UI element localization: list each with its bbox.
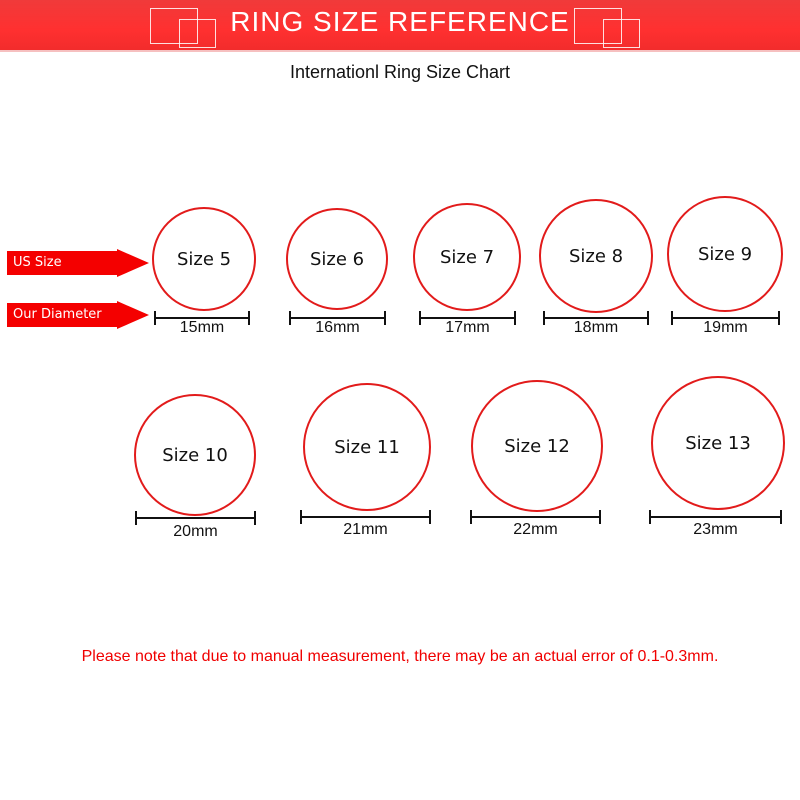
chart-subtitle: Internationl Ring Size Chart xyxy=(289,62,511,82)
diameter-bar xyxy=(543,311,649,325)
diameter-bar xyxy=(649,510,782,524)
ring-size-label: Size 12 xyxy=(504,435,570,457)
diameter-bar xyxy=(135,511,256,525)
ring-circle: Size 12 xyxy=(471,380,603,512)
ring-circle: Size 9 xyxy=(667,196,783,312)
diameter-label: 19mm xyxy=(703,319,748,336)
diameter-bar xyxy=(671,311,780,325)
ring-size-label: Size 9 xyxy=(697,243,753,265)
ring-size-label: Size 10 xyxy=(162,444,228,466)
arrow-head-icon xyxy=(117,301,149,329)
ring-circle: Size 8 xyxy=(539,199,653,313)
square-decoration xyxy=(574,8,622,44)
arrow-head-icon xyxy=(117,249,149,277)
ring-circle: Size 7 xyxy=(413,203,521,311)
square-decoration xyxy=(179,19,216,48)
ring-size-label: Size 8 xyxy=(568,245,624,267)
ring-size-label: Size 6 xyxy=(309,248,365,270)
banner-title: RING SIZE REFERENCE xyxy=(230,6,570,37)
square-decoration xyxy=(150,8,198,44)
diameter-bar xyxy=(470,510,601,524)
us-size-arrow: US Size xyxy=(7,249,149,277)
ring-circle: Size 5 xyxy=(152,207,256,311)
diameter-bar xyxy=(154,311,250,325)
ring-size-label: Size 11 xyxy=(334,436,400,458)
diameter-label: 23mm xyxy=(693,521,738,538)
diameter-label: 15mm xyxy=(179,319,225,336)
ring-circle: Size 6 xyxy=(286,208,388,310)
our-diameter-label: Our Diameter xyxy=(7,303,119,327)
header-banner: RING SIZE REFERENCE xyxy=(0,0,800,52)
diameter-bar xyxy=(289,311,386,325)
diameter-label: 20mm xyxy=(173,523,218,540)
measurement-note: Please note that due to manual measureme… xyxy=(81,648,719,665)
diameter-label: 17mm xyxy=(445,319,490,336)
diameter-label: 22mm xyxy=(513,521,558,538)
ring-size-label: Size 13 xyxy=(685,432,751,454)
ring-circle: Size 13 xyxy=(651,376,785,510)
diameter-label: 16mm xyxy=(315,319,360,336)
ring-size-label: Size 5 xyxy=(176,248,232,270)
diameter-bar xyxy=(419,311,516,325)
diameter-label: 21mm xyxy=(343,521,388,538)
ring-circle: Size 11 xyxy=(303,383,431,511)
diameter-bar xyxy=(300,510,431,524)
diameter-label: 18mm xyxy=(573,319,619,336)
square-decoration xyxy=(603,19,640,48)
ring-size-label: Size 7 xyxy=(439,246,495,268)
us-size-label: US Size xyxy=(7,251,119,275)
ring-circle: Size 10 xyxy=(134,394,256,516)
our-diameter-arrow: Our Diameter xyxy=(7,301,149,329)
